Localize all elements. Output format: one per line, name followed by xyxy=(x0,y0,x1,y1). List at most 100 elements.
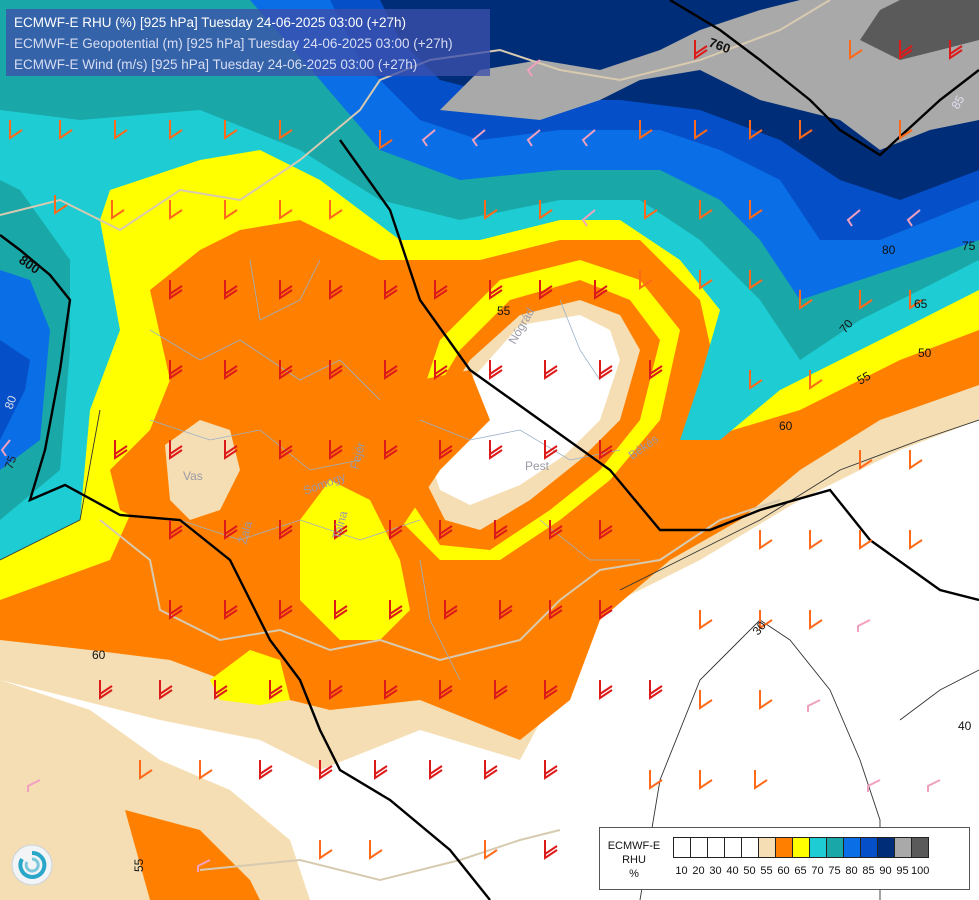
wind-barb xyxy=(9,120,23,140)
legend-tick: 65 xyxy=(794,865,807,877)
legend-swatches xyxy=(673,837,929,858)
wind-barb xyxy=(599,360,613,380)
wind-barb xyxy=(259,760,273,780)
contour-label: 55 xyxy=(132,858,146,872)
wind-barb xyxy=(489,440,503,460)
legend-swatch xyxy=(741,837,759,858)
wind-barb xyxy=(279,280,293,300)
wind-barb xyxy=(489,280,503,300)
wind-barb xyxy=(859,290,873,310)
wind-barb xyxy=(169,600,183,620)
legend-tick: 20 xyxy=(692,865,705,877)
wind-barb xyxy=(169,360,183,380)
wind-barb xyxy=(374,760,388,780)
wind-barb xyxy=(439,440,453,460)
wind-barb xyxy=(749,200,763,220)
wind-barb xyxy=(544,440,558,460)
contour-label: 55 xyxy=(497,304,511,318)
wind-barb xyxy=(114,120,128,140)
legend-tick: 55 xyxy=(760,865,773,877)
wind-barb xyxy=(859,530,873,550)
wind-barb xyxy=(279,520,293,540)
legend-swatch xyxy=(724,837,742,858)
wind-barb xyxy=(846,209,861,227)
wind-barb xyxy=(759,530,773,550)
wind-barb xyxy=(224,200,238,220)
wind-barb xyxy=(899,120,913,140)
wind-barb xyxy=(489,360,503,380)
wind-barb xyxy=(224,440,238,460)
wind-barb xyxy=(927,779,941,792)
legend-label-model: ECMWF-E xyxy=(607,840,661,852)
rhu-legend: ECMWF-E RHU % 10 20 30 40 50 55 60 65 70 75 80 85 90… xyxy=(599,827,970,890)
contour-label: 60 xyxy=(779,419,793,433)
wind-barb xyxy=(749,270,763,290)
wind-barb xyxy=(649,680,663,700)
wind-barb xyxy=(199,760,213,780)
legend-tick: 50 xyxy=(743,865,756,877)
wind-barb xyxy=(389,600,403,620)
wind-barb xyxy=(694,120,708,140)
wind-barb xyxy=(279,440,293,460)
wind-barb xyxy=(334,520,348,540)
wind-barbs xyxy=(0,40,963,872)
title-wind: ECMWF-E Wind (m/s) [925 hPa] Tuesday 24-… xyxy=(14,57,418,72)
legend-swatch xyxy=(843,837,861,858)
wind-barb xyxy=(139,760,153,780)
legend-tick: 70 xyxy=(811,865,824,877)
region-label: Vas xyxy=(183,469,203,483)
legend-label: ECMWF-E RHU % xyxy=(606,839,662,881)
wind-barb xyxy=(909,530,923,550)
wind-barb xyxy=(599,600,613,620)
wind-barb xyxy=(54,195,68,215)
contour-label: 55 xyxy=(855,369,874,388)
rh-contour-lines xyxy=(0,409,979,900)
legend-tick: 85 xyxy=(862,865,875,877)
wind-barb xyxy=(169,440,183,460)
wind-barb xyxy=(369,840,383,860)
wind-barb xyxy=(444,600,458,620)
wind-barb xyxy=(549,520,563,540)
contour-label: 75 xyxy=(2,453,20,471)
logo-icon xyxy=(11,844,53,886)
wind-barb xyxy=(909,290,923,310)
wind-barb xyxy=(384,440,398,460)
wind-barb xyxy=(224,520,238,540)
wind-barb xyxy=(279,600,293,620)
legend-swatch xyxy=(707,837,725,858)
region-label: Fejér xyxy=(347,441,368,471)
wind-barb xyxy=(429,760,443,780)
wind-barb xyxy=(59,120,73,140)
wind-barb xyxy=(594,280,608,300)
wind-barb xyxy=(329,360,343,380)
legend-swatch xyxy=(860,837,878,858)
wind-barb xyxy=(27,779,41,792)
legend-swatch xyxy=(673,837,691,858)
wind-barb xyxy=(799,120,813,140)
wind-barb xyxy=(494,520,508,540)
contour-label: 85 xyxy=(948,93,967,112)
rh-west-yellow-island xyxy=(300,480,410,640)
legend-tick: 95 xyxy=(896,865,909,877)
wind-barb xyxy=(849,40,863,60)
wind-barb xyxy=(279,120,293,140)
wind-barb xyxy=(749,120,763,140)
wind-barb xyxy=(699,200,713,220)
wind-barb xyxy=(539,200,553,220)
legend-tick: 100 xyxy=(911,865,930,877)
title-rhu: ECMWF-E RHU (%) [925 hPa] Tuesday 24-06-… xyxy=(14,15,407,30)
wind-barb xyxy=(857,619,871,632)
wind-barb xyxy=(859,450,873,470)
wind-barb xyxy=(169,200,183,220)
region-label: Zala xyxy=(235,519,255,545)
wind-barb xyxy=(471,129,486,147)
wind-barb xyxy=(279,360,293,380)
wind-barb xyxy=(639,270,653,290)
legend-swatch xyxy=(894,837,912,858)
wind-barb xyxy=(644,200,658,220)
wind-barb xyxy=(114,440,128,460)
county-lines xyxy=(149,259,640,681)
rh-band-sw-orange xyxy=(125,810,260,900)
wind-barb xyxy=(699,270,713,290)
wind-barb xyxy=(214,680,228,700)
